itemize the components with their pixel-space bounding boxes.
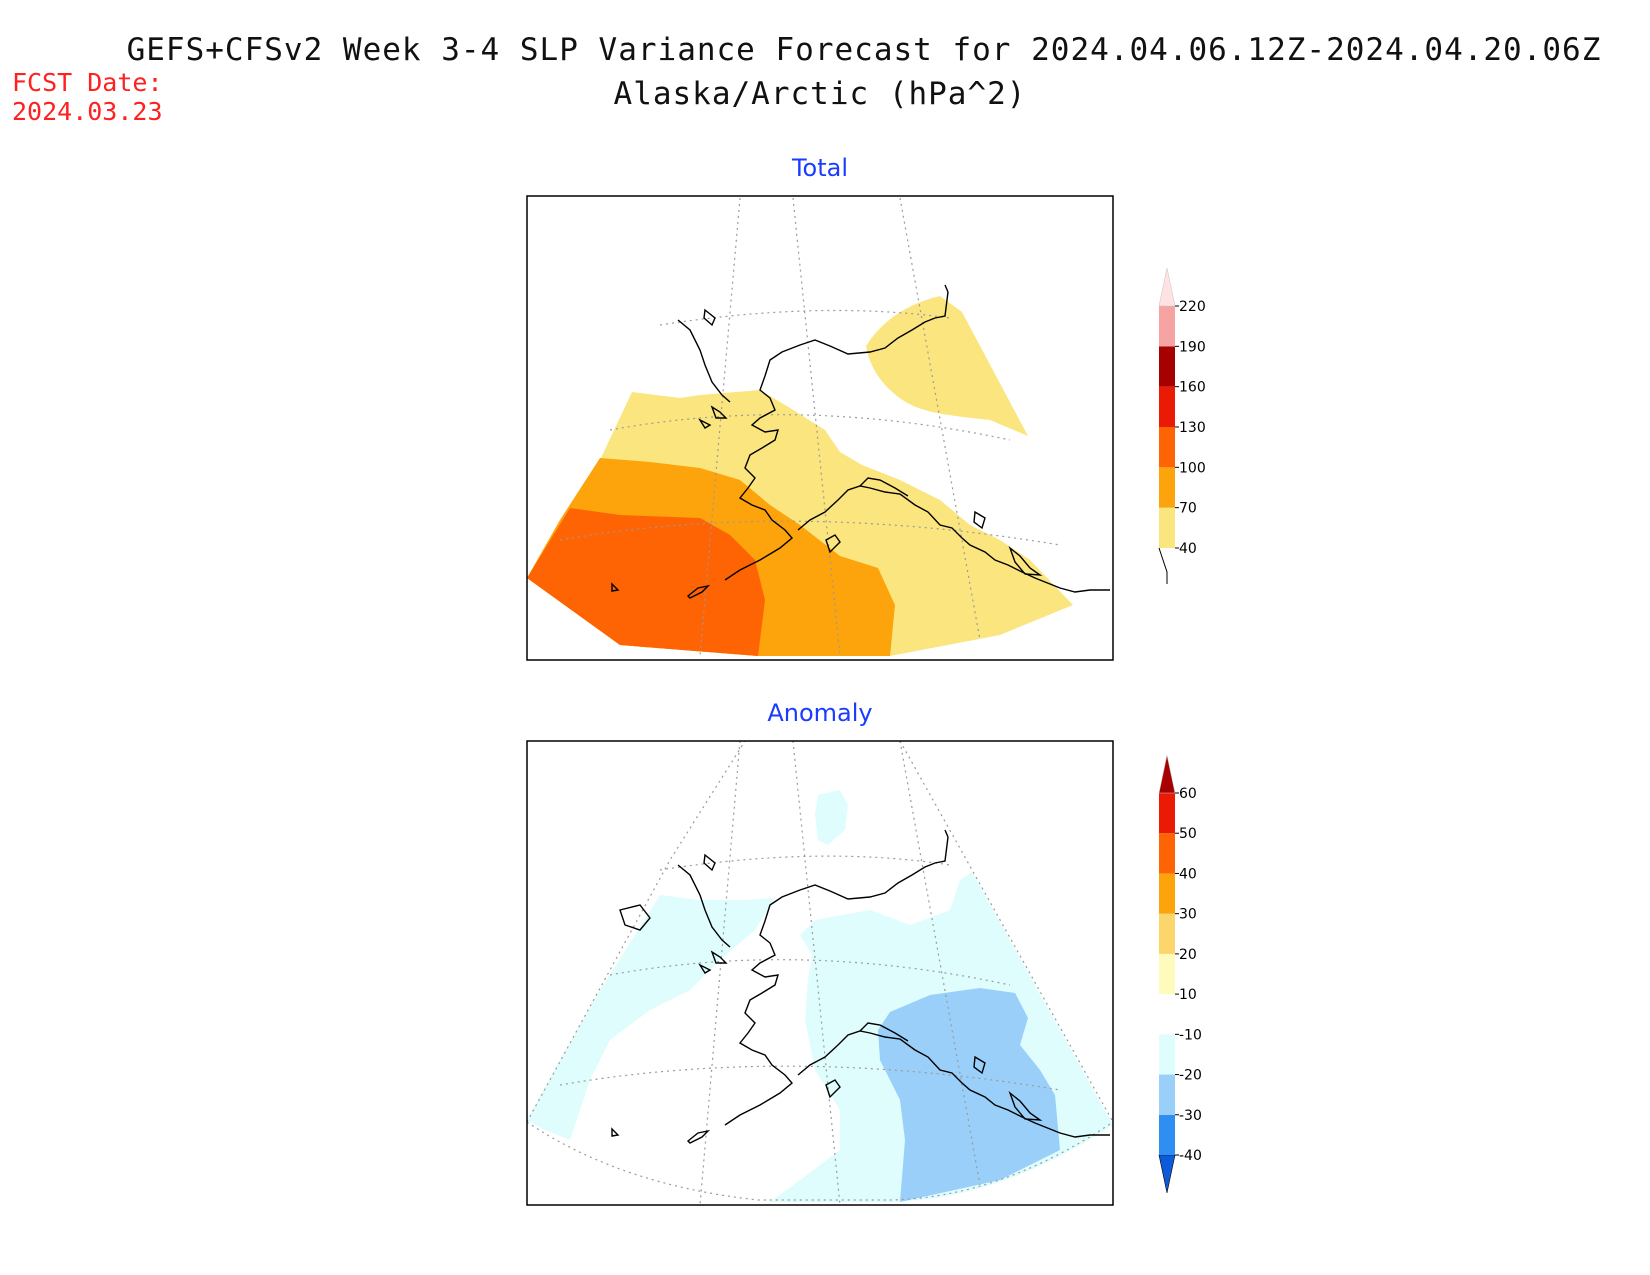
- anomaly-colorbar-tick-label: -30: [1179, 1108, 1202, 1124]
- anomaly-colorbar-swatch: [1159, 833, 1175, 874]
- anomaly-colorbar-tick-label: -10: [1179, 1027, 1202, 1043]
- anomaly-colorbar-tick-label: 60: [1179, 786, 1197, 802]
- anomaly-colorbar-swatch: [1159, 1074, 1175, 1115]
- anomaly-colorbar-swatch: [1159, 873, 1175, 914]
- total-colorbar-max-arrow: [1158, 267, 1176, 307]
- panel-title-anomaly: Anomaly: [767, 699, 873, 727]
- panel-title-total: Total: [791, 154, 849, 182]
- chart-title: GEFS+CFSv2 Week 3-4 SLP Variance Forecas…: [126, 32, 1602, 68]
- anomaly-colorbar-swatch: [1159, 793, 1175, 834]
- total-colorbar: 40 70 100 130 160 190 220: [1158, 267, 1206, 584]
- anomaly-shade-30-20: [878, 988, 1060, 1202]
- anomaly-colorbar-min-arrow: [1158, 1154, 1176, 1194]
- anomaly-colorbar-swatch: [1159, 1034, 1175, 1075]
- anomaly-colorbar-tick-label: -20: [1179, 1068, 1202, 1084]
- anomaly-colorbar-swatch: [1159, 994, 1175, 1035]
- total-coastline: [611, 284, 1110, 599]
- anomaly-colorbar-tick-label: -40: [1179, 1148, 1202, 1164]
- forecast-date-value: 2024.03.23: [12, 97, 163, 126]
- total-colorbar-swatch: [1159, 467, 1175, 508]
- anomaly-coastline: [611, 829, 1110, 1144]
- anomaly-colorbar: -40 -30 -20 -10 10 20 30 40 50 60: [1158, 754, 1202, 1194]
- total-colorbar-swatch: [1159, 386, 1175, 427]
- total-shade-40-70-north: [866, 296, 1028, 436]
- total-colorbar-swatch: [1159, 306, 1175, 347]
- anomaly-colorbar-swatch: [1159, 1114, 1175, 1155]
- anomaly-colorbar-tick-label: 30: [1179, 907, 1197, 923]
- total-colorbar-swatch: [1159, 427, 1175, 468]
- anomaly-shade-20-10-north: [815, 790, 848, 845]
- total-colorbar-tick-label: 100: [1179, 460, 1206, 476]
- total-colorbar-swatch: [1159, 507, 1175, 548]
- total-colorbar-tick-label: 70: [1179, 501, 1197, 517]
- anomaly-colorbar-tick-label: 40: [1179, 866, 1197, 882]
- anomaly-colorbar-max-arrow: [1158, 754, 1176, 794]
- anomaly-map-frame: [526, 740, 1114, 1206]
- total-colorbar-tick-label: 160: [1179, 380, 1206, 396]
- total-shade-100-130: [527, 508, 765, 656]
- total-colorbar-tick-label: 190: [1179, 339, 1206, 355]
- anomaly-colorbar-tick-label: 50: [1179, 826, 1197, 842]
- anomaly-colorbar-tick-label: 20: [1179, 947, 1197, 963]
- anomaly-colorbar-swatch: [1159, 953, 1175, 995]
- anomaly-graticule: [527, 741, 1113, 1205]
- total-colorbar-tick-label: 130: [1179, 420, 1206, 436]
- anomaly-colorbar-swatch: [1159, 913, 1175, 954]
- total-colorbar-lower-stub: [1158, 547, 1168, 584]
- total-colorbar-swatch: [1159, 346, 1175, 387]
- anomaly-map-panel: [526, 740, 1114, 1206]
- anomaly-colorbar-tick-label: 10: [1179, 987, 1197, 1003]
- total-graticule: [559, 197, 1061, 657]
- total-colorbar-tick-label: 40: [1179, 541, 1197, 557]
- total-map-panel: [526, 195, 1114, 661]
- total-colorbar-tick-label: 220: [1179, 299, 1206, 315]
- chart-subtitle: Alaska/Arctic (hPa^2): [613, 76, 1027, 112]
- forecast-date-label: FCST Date:: [12, 68, 163, 97]
- total-map-frame: [526, 195, 1114, 661]
